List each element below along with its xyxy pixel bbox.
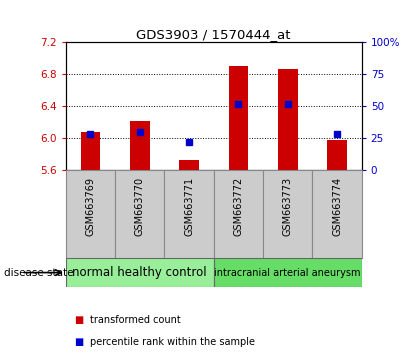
Bar [66,170,115,258]
Text: ■: ■ [74,315,83,325]
Text: GSM663770: GSM663770 [135,177,145,236]
Bar [66,258,214,287]
Text: normal healthy control: normal healthy control [72,266,207,279]
Text: GSM663769: GSM663769 [85,177,95,236]
Text: disease state: disease state [4,268,74,278]
Bar [327,141,347,170]
Bar [229,67,248,170]
Text: GSM663773: GSM663773 [283,177,293,236]
Bar [278,69,298,170]
Bar [214,258,362,287]
Bar [81,132,100,170]
Text: percentile rank within the sample: percentile rank within the sample [90,337,255,347]
Bar [164,170,214,258]
Text: GSM663771: GSM663771 [184,177,194,236]
Bar [130,121,150,170]
Bar [263,170,312,258]
Bar [115,170,164,258]
Text: intracranial arterial aneurysm: intracranial arterial aneurysm [215,268,361,278]
Title: GDS3903 / 1570444_at: GDS3903 / 1570444_at [136,28,291,41]
Text: GSM663774: GSM663774 [332,177,342,236]
Text: ■: ■ [74,337,83,347]
Text: transformed count: transformed count [90,315,181,325]
Bar [179,160,199,170]
Bar [214,170,263,258]
Text: GSM663772: GSM663772 [233,177,243,236]
Bar [312,170,362,258]
